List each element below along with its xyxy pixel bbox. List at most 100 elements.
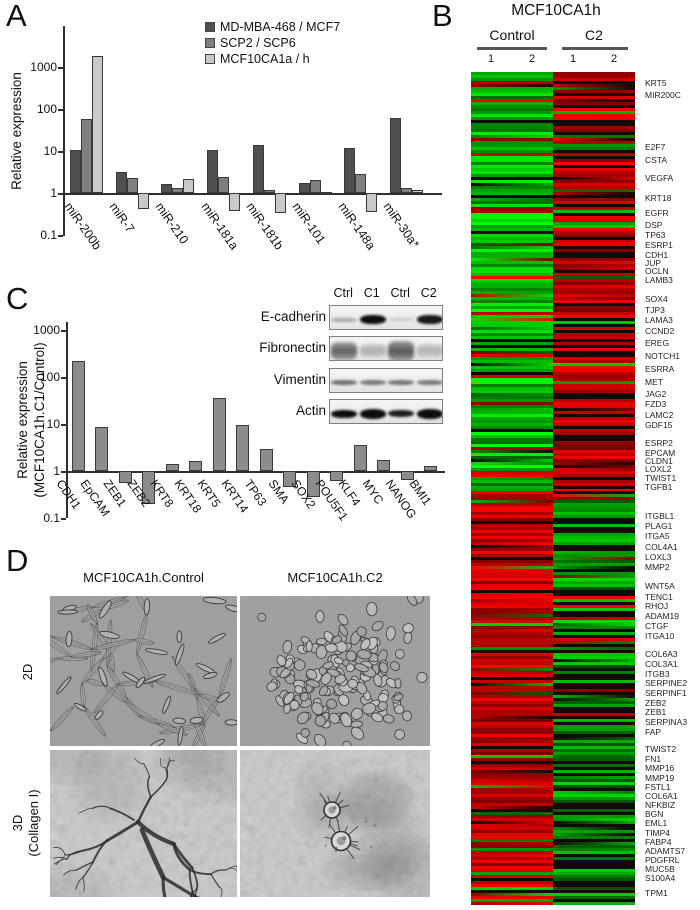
heatmap-row xyxy=(471,188,553,193)
heatmap-row xyxy=(553,713,635,717)
heatmap-row xyxy=(471,317,553,322)
heatmap-row xyxy=(553,257,635,262)
heatmap-row xyxy=(553,542,635,547)
heatmap-row xyxy=(471,620,553,624)
heatmap-row xyxy=(553,560,635,564)
blot-lane-header: Ctrl xyxy=(390,286,410,300)
heatmap-row xyxy=(471,146,553,151)
heatmap-row xyxy=(553,809,635,813)
heatmap-row xyxy=(553,203,635,208)
heatmap-row xyxy=(553,170,635,175)
heatmap-row xyxy=(553,350,635,355)
heatmap-row xyxy=(471,236,553,241)
heatmap-row xyxy=(553,341,635,346)
heatmap-row xyxy=(471,647,553,651)
heatmap-row xyxy=(471,731,553,735)
heatmap-row xyxy=(471,641,553,645)
heatmap-row xyxy=(553,497,635,502)
heatmap-row xyxy=(471,218,553,223)
heatmap-row xyxy=(553,173,635,178)
panel-a-legend-row: MCF10CA1a / h xyxy=(205,52,340,66)
heatmap-row xyxy=(471,410,553,415)
heatmap-row xyxy=(471,437,553,442)
heatmap-row xyxy=(471,329,553,334)
heatmap-row xyxy=(553,335,635,340)
heatmap-row xyxy=(553,80,635,85)
heatmap-gene-label: TENC1 xyxy=(645,592,673,602)
heatmap-row xyxy=(553,851,635,855)
heatmap-gene-label: MET xyxy=(645,377,663,387)
heatmap-row xyxy=(471,500,553,505)
heatmap-row xyxy=(471,887,553,891)
heatmap-row xyxy=(471,512,553,517)
heatmap-row xyxy=(471,131,553,136)
heatmap-row xyxy=(471,440,553,445)
panel-c-category-label: KRT14 xyxy=(218,477,251,516)
heatmap-row xyxy=(553,569,635,573)
heatmap-row xyxy=(553,857,635,861)
heatmap-row xyxy=(553,422,635,427)
heatmap-row xyxy=(553,716,635,720)
heatmap-row xyxy=(553,545,635,550)
heatmap-row xyxy=(553,683,635,687)
heatmap-row xyxy=(471,884,553,888)
heatmap-row xyxy=(553,212,635,217)
heatmap-row xyxy=(471,422,553,427)
panel-b-label: B xyxy=(432,0,453,33)
heatmap-gene-label: TWIST1 xyxy=(645,473,677,483)
heatmap-row xyxy=(553,116,635,121)
heatmap-gene-label: MMP2 xyxy=(645,562,670,572)
heatmap-row xyxy=(553,416,635,421)
heatmap-row xyxy=(471,122,553,127)
heatmap-row xyxy=(553,854,635,858)
panel-a-category-label: miR-181b xyxy=(243,200,287,253)
blot-row-label: Vimentin xyxy=(273,371,326,387)
heatmap-row xyxy=(471,323,553,328)
panel-a-bar xyxy=(298,183,310,193)
heatmap-row xyxy=(553,734,635,738)
heatmap-row xyxy=(471,167,553,172)
heatmap-row xyxy=(471,275,553,280)
heatmap-row xyxy=(553,215,635,220)
heatmap-gene-label: PLAG1 xyxy=(645,521,673,531)
heatmap-row xyxy=(553,188,635,193)
heatmap-row xyxy=(553,674,635,678)
heatmap-row xyxy=(471,443,553,448)
blot-strip xyxy=(329,305,443,330)
heatmap-row xyxy=(471,644,553,648)
panel-c-category-label: ZEB1 xyxy=(100,477,130,510)
heatmap-row xyxy=(553,479,635,484)
heatmap-row xyxy=(553,164,635,169)
panel-a-baseline xyxy=(63,193,442,195)
heatmap-gene-label: EGFR xyxy=(645,208,669,218)
heatmap-row xyxy=(471,359,553,364)
heatmap-row xyxy=(471,821,553,825)
panel-b-title: MCF10CA1h xyxy=(511,2,601,19)
heatmap-row xyxy=(553,668,635,672)
heatmap-row xyxy=(471,515,553,520)
heatmap-row xyxy=(553,557,635,561)
heatmap-row xyxy=(471,224,553,229)
heatmap-row xyxy=(471,128,553,133)
panel-c-category-label: NANOG xyxy=(382,477,420,522)
heatmap-row xyxy=(553,620,635,624)
heatmap-row xyxy=(471,380,553,385)
heatmap-row xyxy=(553,749,635,753)
panel-a-label: A xyxy=(6,0,27,33)
panel-a-bar xyxy=(229,193,241,211)
heatmap-row xyxy=(553,539,635,544)
panel-c-tick-mark xyxy=(61,471,66,473)
heatmap-row xyxy=(471,389,553,394)
heatmap-row xyxy=(553,758,635,762)
heatmap-row xyxy=(471,893,553,897)
blot-row-label: Actin xyxy=(295,402,326,418)
heatmap-row xyxy=(471,488,553,493)
heatmap-row xyxy=(471,746,553,750)
heatmap-row xyxy=(553,413,635,418)
heatmap-row xyxy=(471,428,553,433)
heatmap-row xyxy=(471,542,553,547)
heatmap-row xyxy=(553,503,635,508)
heatmap-gene-label: JAG2 xyxy=(645,389,667,399)
heatmap-gene-label: COL4A1 xyxy=(645,542,678,552)
heatmap-row xyxy=(553,533,635,538)
